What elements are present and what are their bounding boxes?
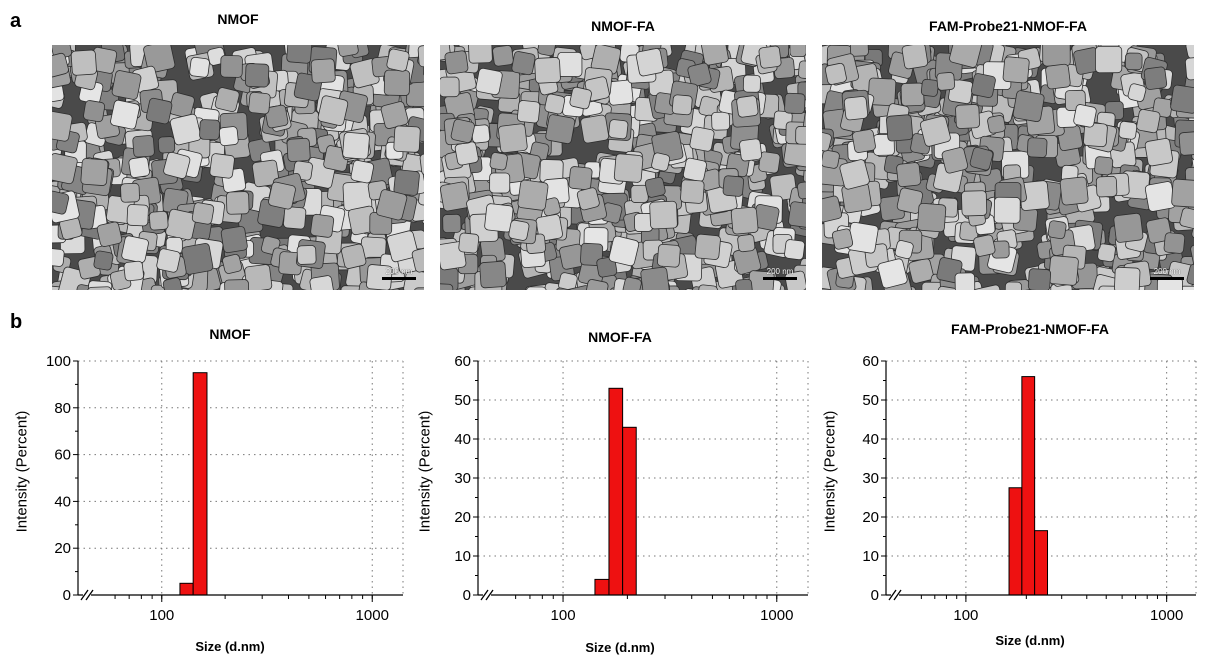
y-tick-label: 40: [454, 431, 471, 448]
x-tick-label: 1000: [1150, 607, 1183, 624]
histogram-bar: [1034, 530, 1049, 596]
x-tick-label: 100: [953, 607, 978, 624]
y-axis-label-nmof: Intensity (Percent): [13, 410, 31, 533]
y-tick-label: 60: [862, 355, 879, 370]
histogram-bar: [622, 426, 637, 596]
scale-bar-fam-probe21: 200 nm: [1150, 267, 1184, 280]
axis-break-mark: [888, 589, 897, 601]
sem-title-nmof-fa: NMOF-FA: [591, 18, 655, 34]
sem-image-nmof: [52, 45, 424, 290]
axis-break-mark: [85, 589, 94, 601]
y-tick-label: 0: [463, 587, 471, 604]
axis-break-mask: [483, 591, 491, 599]
axis-break-mask: [83, 591, 91, 599]
sem-title-nmof: NMOF: [217, 11, 259, 27]
x-tick-label: 1000: [356, 607, 389, 624]
chart-nmof-fa: 0 10 20 30 40 50 60 100 1000: [454, 355, 809, 624]
scale-bar-nmof: 200 nm: [382, 267, 416, 280]
histogram-bar: [1008, 487, 1023, 596]
histogram-bar: [192, 372, 208, 596]
y-tick-label: 60: [54, 447, 71, 464]
x-tick-label: 100: [149, 607, 174, 624]
y-tick-label: 80: [54, 400, 71, 417]
y-tick-label: 20: [862, 509, 879, 526]
y-tick-label: 0: [63, 587, 71, 604]
y-tick-label: 30: [454, 470, 471, 487]
scale-bar-nmof-fa: 200 nm: [763, 267, 797, 280]
y-tick-label: 20: [454, 509, 471, 526]
y-axis-label-fam-probe21: Intensity (Percent): [821, 410, 839, 533]
y-tick-label: 100: [46, 355, 71, 370]
axis-break-mask: [891, 591, 899, 599]
histogram-bar: [1021, 376, 1036, 596]
sem-image-fam-probe21: [822, 45, 1194, 290]
x-axis-label-fam-probe21: Size (d.nm): [995, 633, 1065, 648]
y-tick-label: 50: [862, 392, 879, 409]
y-tick-label: 40: [862, 431, 879, 448]
y-tick-label: 10: [454, 548, 471, 565]
y-tick-label: 50: [454, 392, 471, 409]
chart-title-nmof: NMOF: [209, 326, 251, 342]
x-tick-label: 1000: [760, 607, 793, 624]
y-tick-label: 30: [862, 470, 879, 487]
y-tick-label: 0: [871, 587, 879, 604]
axis-break-mark: [485, 589, 494, 601]
chart-fam-probe21: 0 10 20 30 40 50 60 100 1000: [862, 355, 1197, 624]
sem-title-fam-probe21: FAM-Probe21-NMOF-FA: [929, 18, 1087, 34]
axis-break-mark: [80, 589, 89, 601]
sem-image-nmof-fa: [440, 45, 806, 290]
x-axis-label-nmof-fa: Size (d.nm): [585, 640, 655, 655]
chart-nmof: 0 20 40 60 80 100 100 1000: [46, 355, 404, 624]
y-tick-label: 60: [454, 355, 471, 370]
chart-title-nmof-fa: NMOF-FA: [588, 329, 652, 345]
y-tick-label: 40: [54, 493, 71, 510]
histogram-bar: [594, 578, 610, 596]
scale-bar-label: 200 nm: [766, 267, 794, 276]
y-tick-label: 20: [54, 540, 71, 557]
y-tick-label: 10: [862, 548, 879, 565]
histogram-bar: [608, 387, 624, 596]
panel-b-letter: b: [10, 311, 23, 333]
scale-bar-label: 200 nm: [1153, 267, 1181, 276]
scale-bar-label: 200 nm: [385, 267, 413, 276]
axis-break-mark: [893, 589, 902, 601]
x-axis-label-nmof: Size (d.nm): [195, 639, 265, 654]
chart-title-fam-probe21: FAM-Probe21-NMOF-FA: [951, 321, 1109, 337]
histogram-bar: [179, 582, 194, 596]
axis-break-mark: [480, 589, 489, 601]
x-tick-label: 100: [551, 607, 576, 624]
panel-a-letter: a: [10, 10, 22, 32]
